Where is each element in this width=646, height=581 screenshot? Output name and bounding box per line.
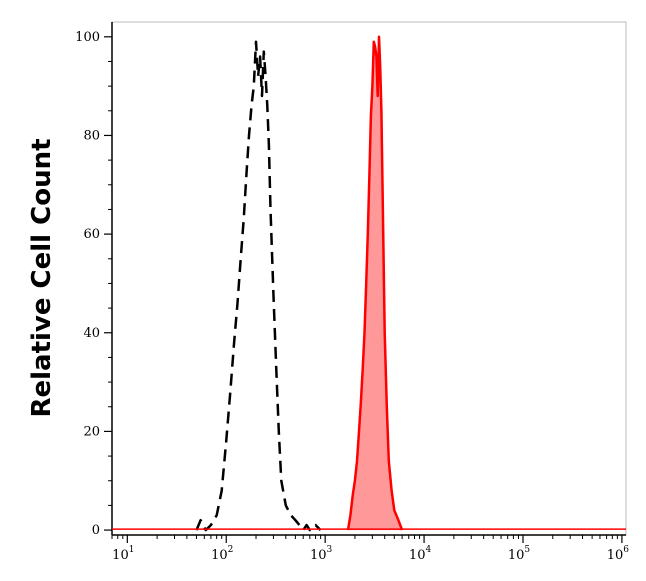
plot-area (111, 21, 627, 536)
x-tick-label: 104 (409, 545, 432, 563)
x-tick-label: 106 (607, 545, 630, 563)
y-tick-label: 80 (83, 128, 100, 143)
y-axis-ticks: 0 20 40 60 80 100 (75, 30, 112, 538)
x-tick-label: 101 (112, 545, 134, 563)
y-axis-label: Relative Cell Count (27, 138, 57, 417)
y-tick-label: 40 (83, 326, 100, 341)
x-tick-label: 105 (508, 545, 531, 563)
x-tick-label: 103 (310, 545, 333, 563)
y-tick-label: 60 (83, 227, 100, 242)
y-tick-label: 0 (92, 523, 100, 538)
series-0-line (195, 40, 322, 532)
x-tick-label: 102 (211, 545, 233, 563)
series-layer (112, 35, 626, 532)
series-1-line (346, 35, 404, 531)
y-tick-label: 20 (83, 424, 100, 439)
y-tick-label: 100 (75, 30, 100, 45)
x-axis-ticks: 101 102 103 104 105 106 (111, 535, 630, 563)
